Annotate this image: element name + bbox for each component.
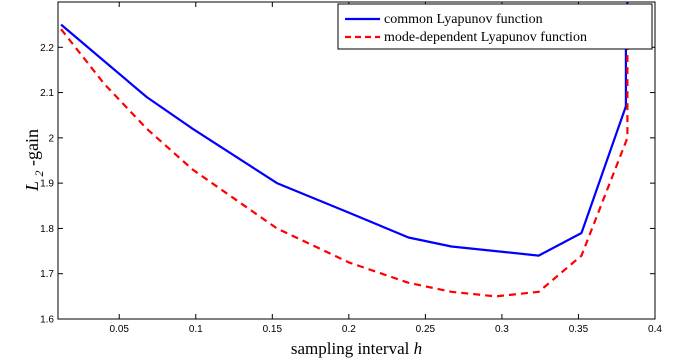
tick-layer: 0.05 0.1 0.15 0.2 0.25 0.3 0.35 0.4 1.6 1.7 1.8 1.9… bbox=[40, 2, 662, 335]
y-tick-label: 1.7 bbox=[40, 269, 54, 280]
x-tick-label: 0.2 bbox=[342, 324, 356, 335]
y-tick-label: 1.9 bbox=[40, 179, 54, 190]
x-tick-label: 0.3 bbox=[495, 324, 509, 335]
y-axis-label-subscript: 2 bbox=[32, 170, 46, 176]
y-tick-label: 1.6 bbox=[40, 315, 54, 326]
x-tick-label: 0.4 bbox=[648, 324, 662, 335]
series-line-common bbox=[60, 2, 629, 257]
legend-label-mode-dependent: mode-dependent Lyapunov function bbox=[384, 30, 587, 45]
y-tick-label: 2.2 bbox=[40, 43, 54, 54]
y-axis-label-rest: -gain bbox=[22, 129, 42, 166]
x-tick-label: 0.15 bbox=[263, 324, 283, 335]
x-tick-label: 0.05 bbox=[109, 324, 129, 335]
y-tick-label: 2 bbox=[48, 133, 54, 144]
y-axis-label-script: L bbox=[22, 181, 42, 192]
plot-frame bbox=[57, 1, 656, 320]
x-axis-label-text: sampling interval bbox=[291, 339, 410, 358]
legend: common Lyapunov function mode-dependent … bbox=[337, 3, 653, 50]
legend-box bbox=[337, 3, 653, 50]
y-tick-label: 2.1 bbox=[40, 88, 54, 99]
x-tick-label: 0.35 bbox=[569, 324, 589, 335]
x-tick-label: 0.1 bbox=[189, 324, 203, 335]
legend-label-common: common Lyapunov function bbox=[384, 12, 543, 27]
y-tick-label: 1.8 bbox=[40, 224, 54, 235]
x-axis-label: sampling interval h bbox=[291, 339, 422, 358]
x-axis-label-variable: h bbox=[414, 339, 423, 358]
y-axis-label: L 2 -gain bbox=[22, 129, 47, 192]
series-layer bbox=[60, 2, 629, 298]
series-line-mode-dependent bbox=[60, 2, 629, 298]
x-tick-label: 0.25 bbox=[416, 324, 436, 335]
